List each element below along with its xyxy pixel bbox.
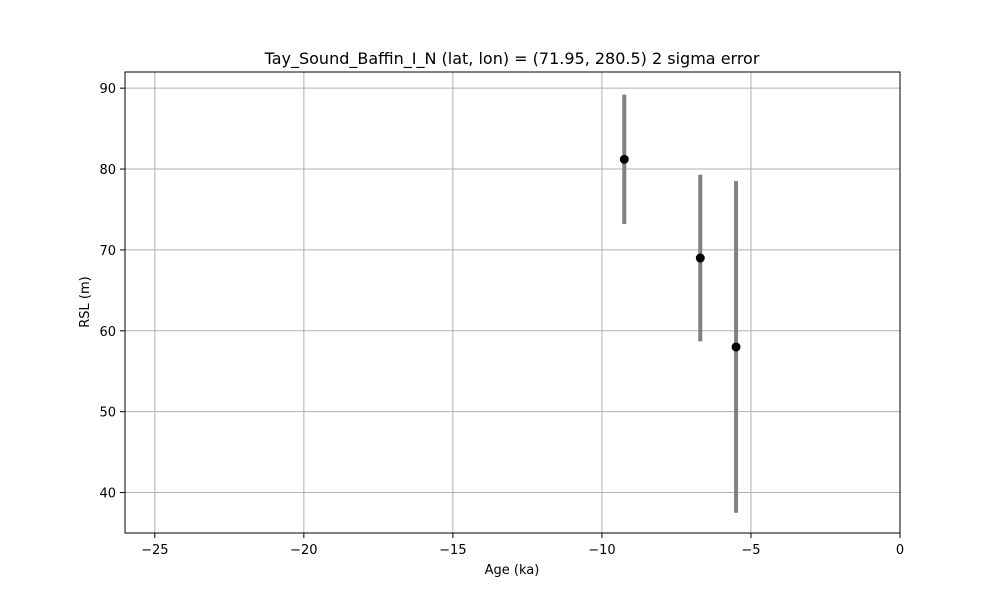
axis-ticks: −25 −20 −15 −10 −5 0 40 50 60 70 80 90 bbox=[99, 82, 904, 558]
x-tick-label: −25 bbox=[141, 543, 168, 558]
data-point bbox=[731, 342, 741, 352]
x-axis-label: Age (ka) bbox=[485, 563, 540, 578]
x-tick-label: −15 bbox=[439, 543, 466, 558]
data-point bbox=[695, 253, 705, 263]
chart-title: Tay_Sound_Baffin_I_N (lat, lon) = (71.95… bbox=[264, 49, 760, 69]
grid-lines bbox=[125, 72, 901, 533]
x-tick-label: −5 bbox=[741, 543, 760, 558]
data-point bbox=[619, 154, 629, 164]
x-tick-label: −10 bbox=[588, 543, 615, 558]
y-tick-label: 60 bbox=[99, 325, 116, 340]
y-tick-label: 40 bbox=[99, 487, 116, 502]
plot-frame bbox=[124, 71, 901, 534]
x-tick-label: −20 bbox=[290, 543, 317, 558]
y-axis-label: RSL (m) bbox=[78, 276, 93, 327]
x-tick-label: 0 bbox=[896, 543, 904, 558]
y-tick-label: 80 bbox=[99, 163, 116, 178]
y-tick-label: 90 bbox=[99, 82, 116, 97]
y-tick-label: 70 bbox=[99, 244, 116, 259]
data-layer bbox=[619, 94, 741, 513]
y-tick-label: 50 bbox=[99, 406, 116, 421]
